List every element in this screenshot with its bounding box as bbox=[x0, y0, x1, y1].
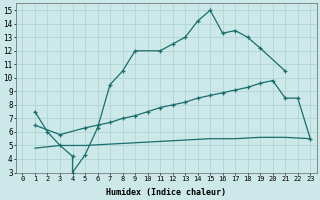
X-axis label: Humidex (Indice chaleur): Humidex (Indice chaleur) bbox=[106, 188, 226, 197]
